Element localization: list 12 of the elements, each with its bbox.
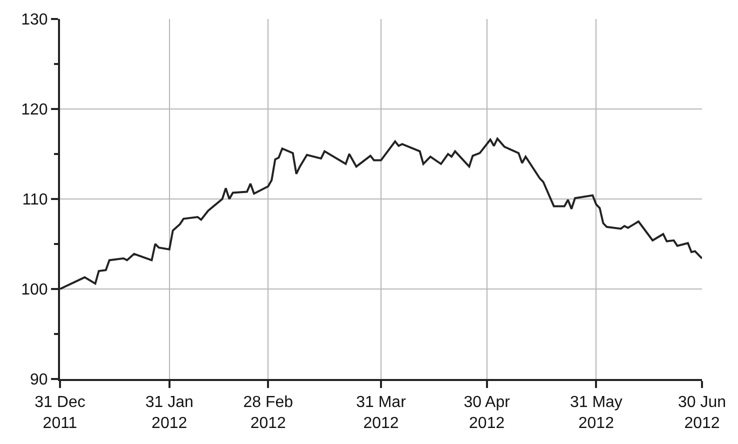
y-tick-label: 130 [21,12,48,29]
y-tick-label: 120 [21,102,48,119]
y-tick-label: 110 [22,192,48,209]
x-tick-label: 31 Mar 2012 [356,394,407,432]
x-tick-label: 28 Feb 2012 [243,394,294,432]
x-tick-label: 31 Jan 2012 [145,394,194,432]
x-tick-label: 30 Apr 2012 [464,394,511,432]
x-tick-label: 31 May 2012 [570,394,622,432]
x-tick-label: 30 Jun 2012 [678,394,726,432]
x-tick-label: 31 Dec 2011 [34,394,86,432]
y-tick-label: 90 [30,372,48,389]
y-tick-label: 100 [21,282,48,299]
